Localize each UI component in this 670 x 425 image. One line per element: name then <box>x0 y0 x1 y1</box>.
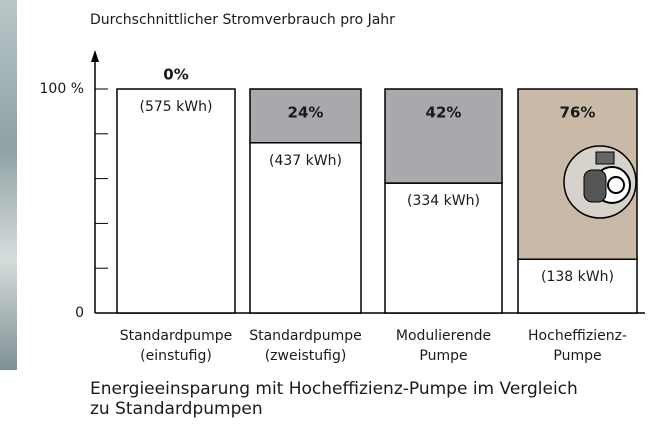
chart-title: Durchschnittlicher Stromverbrauch pro Ja… <box>90 12 395 28</box>
x-tick-label: Pumpe <box>419 348 467 364</box>
x-tick-label: Standardpumpe <box>120 328 233 344</box>
value-label: 76% <box>560 104 596 122</box>
bar-segment <box>117 89 235 313</box>
x-tick-label: (einstufig) <box>140 348 212 364</box>
value-label: 24% <box>288 104 324 122</box>
value-label: (334 kWh) <box>407 193 480 209</box>
caption: zu Standardpumpen <box>90 399 263 419</box>
x-tick-label: Modulierende <box>396 328 491 344</box>
chart: Durchschnittlicher Stromverbrauch pro Ja… <box>0 0 670 425</box>
x-tick-label: (zweistufig) <box>265 348 347 364</box>
value-label: (575 kWh) <box>140 99 213 115</box>
caption: Energieeinsparung mit Hocheffizienz-Pump… <box>90 379 578 399</box>
y-tick-label: 0 <box>75 305 84 321</box>
value-label: (138 kWh) <box>541 269 614 285</box>
x-tick-label: Pumpe <box>553 348 601 364</box>
value-label: 0% <box>163 66 188 84</box>
x-tick-label: Hocheffizienz- <box>528 328 627 344</box>
pump-icon <box>564 146 636 218</box>
x-tick-label: Standardpumpe <box>249 328 362 344</box>
bar-segment <box>518 259 637 313</box>
photo-strip <box>0 0 17 370</box>
y-tick-label: 100 % <box>40 81 84 97</box>
value-label: 42% <box>426 104 462 122</box>
axis-arrow <box>91 50 99 62</box>
value-label: (437 kWh) <box>269 153 342 169</box>
